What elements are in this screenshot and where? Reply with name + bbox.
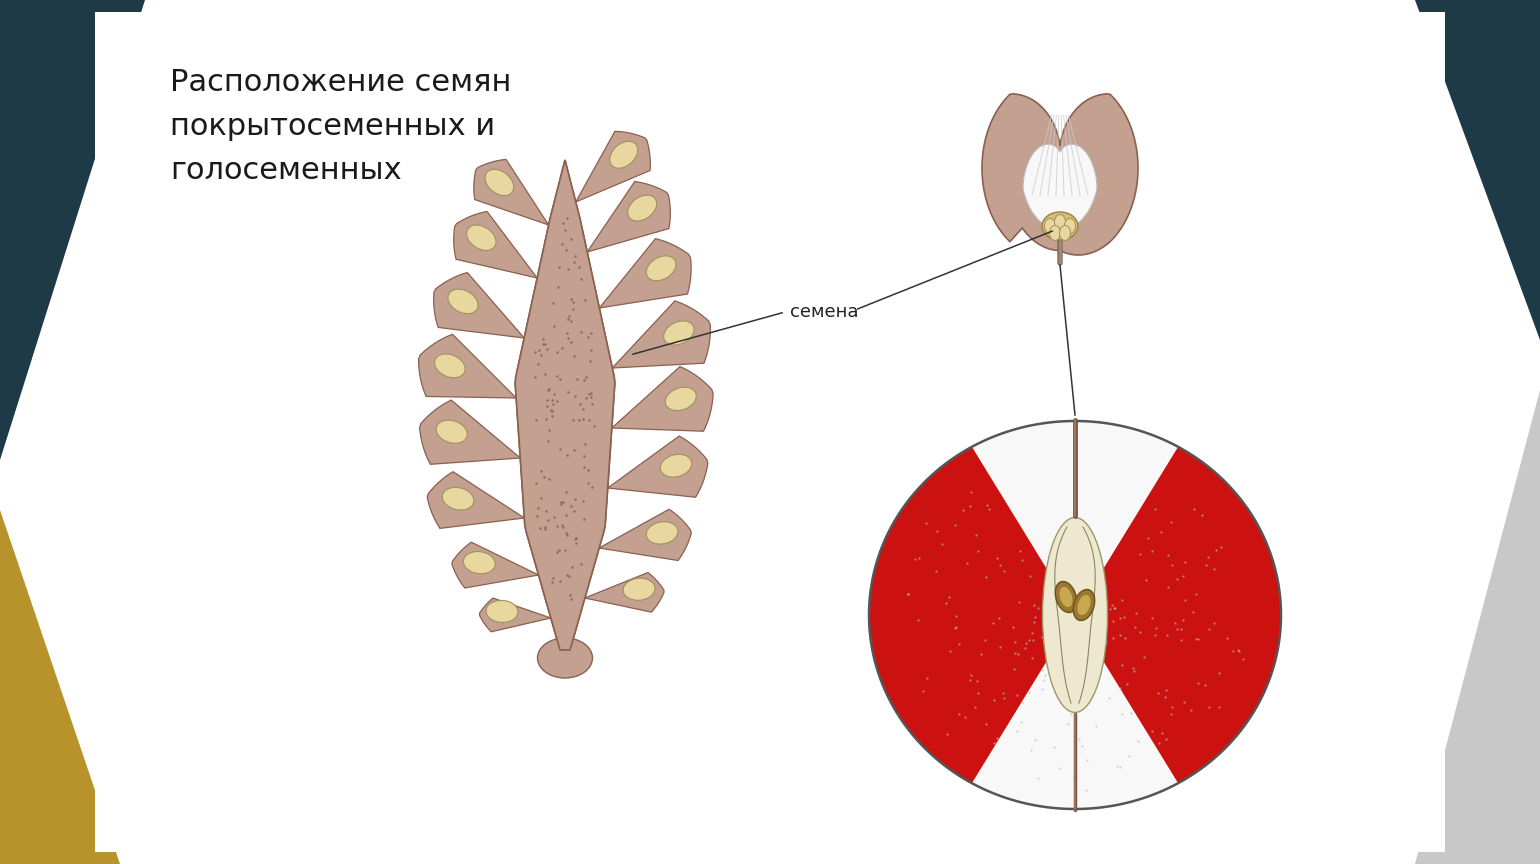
Polygon shape bbox=[1415, 0, 1540, 340]
Polygon shape bbox=[611, 366, 713, 431]
Polygon shape bbox=[1075, 447, 1281, 783]
Polygon shape bbox=[585, 573, 664, 612]
Polygon shape bbox=[613, 301, 710, 368]
Ellipse shape bbox=[1060, 587, 1073, 607]
Polygon shape bbox=[479, 598, 551, 632]
Ellipse shape bbox=[1064, 219, 1075, 233]
Polygon shape bbox=[419, 400, 521, 464]
Ellipse shape bbox=[1044, 219, 1055, 233]
Ellipse shape bbox=[628, 195, 656, 221]
Polygon shape bbox=[1023, 144, 1096, 230]
Ellipse shape bbox=[1060, 226, 1070, 240]
Ellipse shape bbox=[1043, 212, 1078, 240]
Polygon shape bbox=[869, 421, 1281, 809]
Polygon shape bbox=[599, 509, 691, 561]
Ellipse shape bbox=[664, 321, 695, 345]
Text: Расположение семян: Расположение семян bbox=[169, 68, 511, 97]
Text: семена: семена bbox=[790, 303, 858, 321]
Polygon shape bbox=[516, 160, 614, 650]
Ellipse shape bbox=[448, 289, 477, 314]
Polygon shape bbox=[427, 472, 524, 529]
Polygon shape bbox=[0, 0, 145, 460]
Ellipse shape bbox=[434, 354, 465, 378]
Ellipse shape bbox=[661, 454, 691, 477]
Polygon shape bbox=[576, 131, 650, 202]
Polygon shape bbox=[0, 510, 120, 864]
Ellipse shape bbox=[624, 578, 654, 600]
Ellipse shape bbox=[1073, 589, 1095, 620]
Polygon shape bbox=[1415, 390, 1540, 864]
Ellipse shape bbox=[1049, 226, 1061, 240]
Polygon shape bbox=[95, 12, 1445, 852]
Ellipse shape bbox=[1043, 518, 1107, 713]
Polygon shape bbox=[434, 272, 524, 338]
Ellipse shape bbox=[537, 638, 593, 678]
Polygon shape bbox=[608, 436, 708, 498]
Ellipse shape bbox=[1076, 594, 1090, 616]
Ellipse shape bbox=[436, 420, 467, 443]
Ellipse shape bbox=[442, 487, 474, 510]
Text: покрытосеменных и: покрытосеменных и bbox=[169, 112, 496, 141]
Polygon shape bbox=[516, 160, 614, 650]
Ellipse shape bbox=[487, 600, 517, 622]
Polygon shape bbox=[419, 334, 516, 398]
Ellipse shape bbox=[665, 387, 696, 410]
Ellipse shape bbox=[610, 142, 638, 168]
Ellipse shape bbox=[485, 169, 514, 195]
Polygon shape bbox=[983, 94, 1138, 255]
Polygon shape bbox=[451, 543, 539, 588]
Ellipse shape bbox=[467, 225, 496, 251]
Polygon shape bbox=[454, 212, 537, 278]
Ellipse shape bbox=[1055, 581, 1076, 613]
Polygon shape bbox=[474, 160, 548, 225]
Ellipse shape bbox=[464, 551, 496, 574]
Ellipse shape bbox=[1055, 214, 1066, 230]
Ellipse shape bbox=[647, 522, 678, 544]
Polygon shape bbox=[587, 181, 670, 252]
Text: голосеменных: голосеменных bbox=[169, 156, 402, 185]
Polygon shape bbox=[869, 447, 1075, 783]
Ellipse shape bbox=[647, 256, 676, 281]
Polygon shape bbox=[599, 238, 691, 308]
